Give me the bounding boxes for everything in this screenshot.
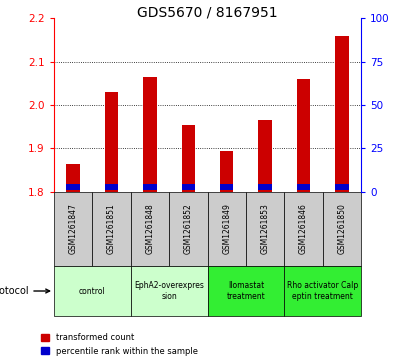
Bar	[143, 77, 156, 192]
Text: EphA2-overexpres
sion: EphA2-overexpres sion	[134, 281, 204, 301]
Bar	[323, 192, 361, 266]
Bar	[182, 184, 195, 189]
Bar	[335, 36, 349, 192]
Bar	[297, 79, 310, 192]
Bar	[220, 184, 233, 189]
Bar	[297, 184, 310, 189]
Bar	[54, 192, 92, 266]
Bar	[143, 184, 156, 189]
Text: GSM1261852: GSM1261852	[184, 204, 193, 254]
Text: GSM1261848: GSM1261848	[145, 204, 154, 254]
Bar	[208, 192, 246, 266]
Bar	[335, 184, 349, 189]
Bar	[246, 192, 284, 266]
Text: GDS5670 / 8167951: GDS5670 / 8167951	[137, 5, 278, 20]
Text: GSM1261847: GSM1261847	[68, 204, 78, 254]
Bar	[208, 266, 284, 316]
Bar	[259, 184, 272, 189]
Text: GSM1261846: GSM1261846	[299, 204, 308, 254]
Text: GSM1261853: GSM1261853	[261, 204, 270, 254]
Bar	[169, 192, 208, 266]
Bar	[105, 92, 118, 192]
Bar	[66, 164, 80, 192]
Bar	[220, 151, 233, 192]
Bar	[105, 184, 118, 189]
Bar	[66, 184, 80, 189]
Text: Ilomastat
treatment: Ilomastat treatment	[227, 281, 265, 301]
Bar	[182, 125, 195, 192]
Bar	[259, 120, 272, 192]
Legend: transformed count, percentile rank within the sample: transformed count, percentile rank withi…	[37, 330, 201, 359]
Bar	[93, 192, 131, 266]
Bar	[284, 192, 323, 266]
Text: control: control	[79, 286, 106, 295]
Text: GSM1261850: GSM1261850	[337, 204, 347, 254]
Text: GSM1261849: GSM1261849	[222, 204, 231, 254]
Bar	[54, 266, 131, 316]
Bar	[284, 266, 361, 316]
Text: Rho activator Calp
eptin treatment: Rho activator Calp eptin treatment	[287, 281, 358, 301]
Text: GSM1261851: GSM1261851	[107, 204, 116, 254]
Bar	[131, 192, 169, 266]
Bar	[131, 266, 208, 316]
Text: protocol: protocol	[0, 286, 50, 296]
